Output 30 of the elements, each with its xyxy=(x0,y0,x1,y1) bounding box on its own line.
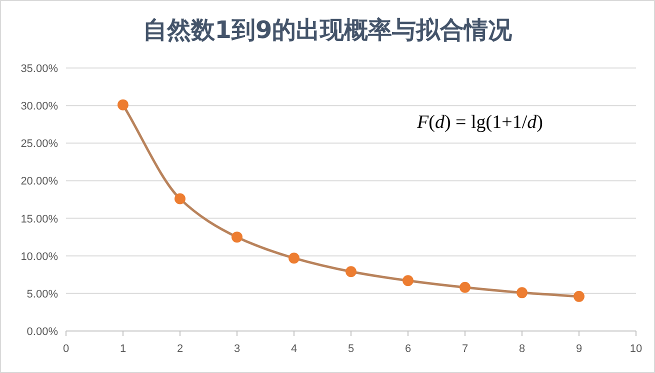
x-tick-label: 5 xyxy=(348,343,354,355)
y-tick-label: 30.00% xyxy=(20,100,58,113)
point xyxy=(574,290,584,302)
y-tick-label: 35.00% xyxy=(20,63,58,75)
point xyxy=(118,99,128,110)
y-tick-label: 25.00% xyxy=(20,138,58,150)
point xyxy=(288,252,300,264)
x-tick-label: 6 xyxy=(404,343,412,355)
point xyxy=(516,287,528,298)
x-tick-label: 10 xyxy=(630,343,642,355)
chart-title: 自然数1到9的出现概率与拟合情况 xyxy=(142,16,514,44)
x-tick-label: 9 xyxy=(576,343,582,355)
x-tick-label: 0 xyxy=(62,343,70,355)
x-tick-label: 3 xyxy=(234,343,240,355)
point xyxy=(460,282,470,293)
x-tick-label: 1 xyxy=(120,343,126,355)
y-tick-label: 0.00% xyxy=(26,326,58,338)
point xyxy=(232,232,242,243)
y-tick-label: 20.00% xyxy=(20,176,58,188)
point xyxy=(174,193,186,204)
annotation: F(d) = lg(1+1/d) xyxy=(416,112,543,133)
x-tick-label: 2 xyxy=(176,343,184,355)
y-tick-label: 15.00% xyxy=(20,213,58,226)
y-tick-label: 10.00% xyxy=(20,250,58,263)
x-tick-label: 4 xyxy=(290,343,298,355)
x-tick-label: 7 xyxy=(462,343,468,355)
point xyxy=(402,275,414,286)
point xyxy=(346,266,356,278)
x-tick-label: 8 xyxy=(518,343,526,355)
y-tick-label: 5.00% xyxy=(26,288,58,300)
